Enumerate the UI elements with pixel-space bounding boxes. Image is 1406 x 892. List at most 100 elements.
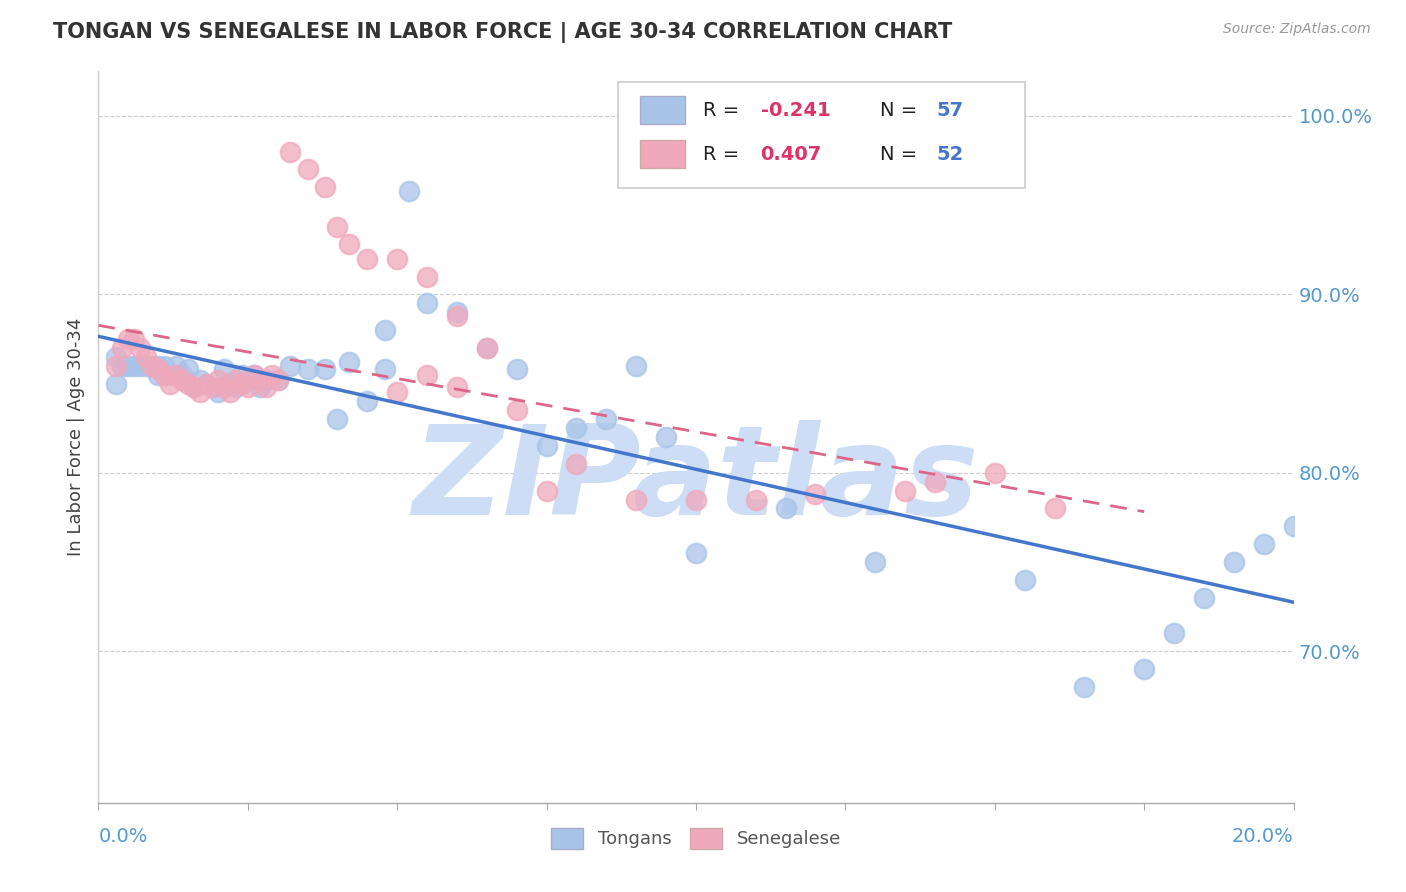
Point xyxy=(595,412,617,426)
Point xyxy=(374,323,396,337)
Point xyxy=(398,184,420,198)
Point xyxy=(254,373,277,387)
Point xyxy=(1192,591,1215,605)
Point xyxy=(219,376,242,391)
Legend: Tongans, Senegalese: Tongans, Senegalese xyxy=(544,821,848,856)
Bar xyxy=(640,96,685,124)
Point xyxy=(135,350,157,364)
Point xyxy=(183,380,205,394)
Point xyxy=(236,380,259,394)
Point xyxy=(195,376,218,391)
Text: 52: 52 xyxy=(936,145,963,163)
Point xyxy=(124,359,146,373)
Point xyxy=(1043,501,1066,516)
Point xyxy=(111,359,134,373)
Point xyxy=(254,380,277,394)
Point xyxy=(249,373,271,387)
Point xyxy=(1223,555,1246,569)
Point xyxy=(326,412,349,426)
Point xyxy=(195,376,218,391)
Bar xyxy=(640,140,685,168)
Point xyxy=(655,430,678,444)
Point xyxy=(1133,662,1156,676)
Point xyxy=(385,252,409,266)
Point xyxy=(236,373,259,387)
Point xyxy=(129,359,152,373)
Point xyxy=(894,483,917,498)
Point xyxy=(153,368,176,382)
Text: N =: N = xyxy=(880,145,924,163)
Point xyxy=(356,394,378,409)
Point xyxy=(315,362,337,376)
Point xyxy=(177,362,200,376)
Point xyxy=(1163,626,1185,640)
Point xyxy=(219,385,242,400)
Point xyxy=(446,305,468,319)
Point xyxy=(165,368,187,382)
Point xyxy=(172,373,194,387)
Point xyxy=(105,359,128,373)
Point xyxy=(536,439,558,453)
Point xyxy=(278,145,301,159)
Point xyxy=(188,385,211,400)
Point xyxy=(105,350,128,364)
Point xyxy=(339,355,361,369)
Point xyxy=(188,373,211,387)
Point xyxy=(297,162,319,177)
Point xyxy=(201,380,224,394)
Point xyxy=(124,332,146,346)
Point xyxy=(1073,680,1095,694)
Point xyxy=(249,380,271,394)
Point xyxy=(626,359,648,373)
Point xyxy=(1014,573,1036,587)
Point xyxy=(1282,519,1305,533)
Point xyxy=(984,466,1007,480)
Point xyxy=(135,359,157,373)
Text: R =: R = xyxy=(703,145,745,163)
Point xyxy=(506,403,529,417)
Point xyxy=(172,368,194,382)
Point xyxy=(565,421,588,435)
Point xyxy=(159,376,181,391)
Point xyxy=(117,332,139,346)
Point xyxy=(225,380,247,394)
Point xyxy=(148,362,170,376)
Point xyxy=(117,359,139,373)
Point xyxy=(141,359,163,373)
Text: ZIPatlas: ZIPatlas xyxy=(413,420,979,541)
Text: R =: R = xyxy=(703,101,745,120)
Point xyxy=(416,269,439,284)
Point xyxy=(129,341,152,355)
Point xyxy=(506,362,529,376)
Point xyxy=(231,368,253,382)
Point xyxy=(260,368,283,382)
Point xyxy=(297,362,319,376)
Point xyxy=(165,359,187,373)
Text: 20.0%: 20.0% xyxy=(1232,827,1294,846)
Point xyxy=(775,501,797,516)
Point xyxy=(339,237,361,252)
Point xyxy=(865,555,887,569)
Point xyxy=(177,376,200,391)
FancyBboxPatch shape xyxy=(619,82,1025,188)
Point xyxy=(326,219,349,234)
Point xyxy=(212,380,235,394)
Text: 0.0%: 0.0% xyxy=(98,827,148,846)
Point xyxy=(148,368,170,382)
Text: TONGAN VS SENEGALESE IN LABOR FORCE | AGE 30-34 CORRELATION CHART: TONGAN VS SENEGALESE IN LABOR FORCE | AG… xyxy=(53,22,953,44)
Point xyxy=(446,380,468,394)
Point xyxy=(1253,537,1275,551)
Point xyxy=(207,385,229,400)
Point xyxy=(745,492,768,507)
Text: Source: ZipAtlas.com: Source: ZipAtlas.com xyxy=(1223,22,1371,37)
Point xyxy=(159,368,181,382)
Point xyxy=(385,385,409,400)
Point xyxy=(153,359,176,373)
Point xyxy=(475,341,498,355)
Point xyxy=(243,368,266,382)
Point xyxy=(267,373,290,387)
Point xyxy=(111,341,134,355)
Text: 0.407: 0.407 xyxy=(761,145,821,163)
Point xyxy=(267,373,290,387)
Text: N =: N = xyxy=(880,101,924,120)
